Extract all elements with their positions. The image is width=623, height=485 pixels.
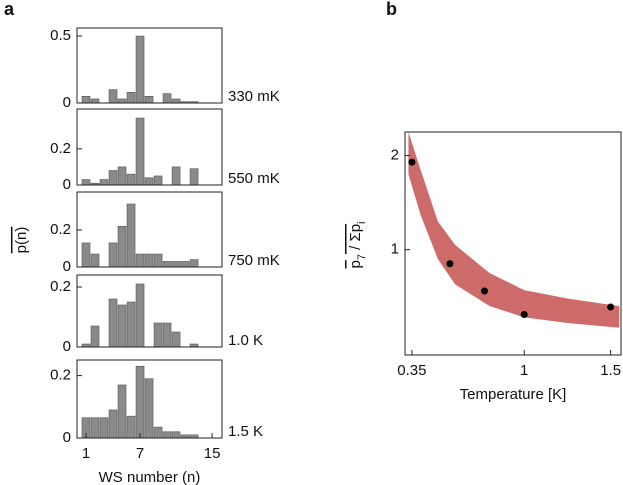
bar (153, 322, 163, 348)
bar (81, 179, 91, 186)
bar (153, 426, 163, 439)
bar (144, 253, 154, 268)
y-tick-label: 0.2 (50, 221, 71, 238)
bar (189, 168, 199, 186)
plot-frame (76, 274, 223, 348)
plot-frame (76, 108, 223, 186)
y-tick-label: 0 (63, 429, 71, 446)
x-tick-label: 15 (204, 445, 221, 462)
y-tick-label: 0.5 (50, 27, 71, 44)
bar (135, 253, 145, 268)
bar (81, 242, 91, 268)
x-tick-label: 1 (82, 445, 90, 462)
x-tick-label: 0.35 (397, 362, 426, 379)
bar (135, 35, 145, 104)
data-point (607, 303, 615, 311)
bar (162, 322, 172, 348)
bar (135, 365, 145, 439)
plot-frame (76, 359, 223, 439)
y-tick-label: 0 (63, 176, 71, 193)
temperature-label: 1.0 K (228, 332, 263, 349)
data-point (520, 311, 528, 319)
y-tick-label: 0 (63, 94, 71, 111)
bar (171, 166, 181, 186)
bar (144, 177, 154, 186)
x-tick-label: 7 (136, 445, 144, 462)
bar (108, 170, 118, 186)
bar (99, 179, 109, 186)
bar (117, 384, 127, 439)
bar (117, 304, 127, 348)
y-tick-label: 1 (391, 241, 399, 258)
bar (180, 261, 190, 268)
bar (162, 431, 172, 439)
bar (144, 96, 154, 104)
y-tick-label: 2 (391, 146, 399, 163)
bar (117, 166, 127, 186)
bar (126, 415, 136, 439)
plot-frame (76, 27, 223, 104)
bar (126, 301, 136, 348)
data-point (480, 287, 488, 295)
bar (108, 298, 118, 348)
bar (108, 89, 118, 104)
bar (99, 417, 109, 439)
panel-label: b (386, 0, 397, 19)
bar (108, 409, 118, 439)
bar (90, 325, 100, 348)
bar (108, 242, 118, 268)
bar (135, 117, 145, 186)
bar (144, 378, 154, 439)
bar (162, 93, 172, 104)
y-label-part: i (356, 221, 368, 223)
temperature-label: 1.5 K (228, 423, 263, 440)
band (408, 132, 620, 328)
bar (90, 98, 100, 104)
bar (171, 431, 181, 439)
panel-label: a (4, 0, 15, 19)
temperature-label: 330 mK (228, 88, 280, 105)
y-axis-label: p(n) (13, 227, 30, 254)
bar (117, 98, 127, 104)
bar (171, 98, 181, 104)
plot-frame (404, 131, 622, 356)
bar (135, 283, 145, 348)
y-label-part: p (347, 260, 364, 268)
data-point (408, 158, 416, 166)
y-tick-label: 0.2 (50, 140, 71, 157)
bar (189, 259, 199, 268)
bar (81, 96, 91, 104)
y-label-part: 7 (356, 254, 368, 260)
bar (117, 225, 127, 268)
y-tick-label: 0.2 (50, 367, 71, 384)
y-axis-label: p7 / Σpi (347, 221, 368, 268)
y-tick-label: 0 (63, 338, 71, 355)
data-point (446, 260, 454, 268)
bar (153, 175, 163, 186)
bar (90, 253, 100, 268)
y-tick-label: 0 (63, 258, 71, 275)
bar (126, 91, 136, 104)
x-axis-label: Temperature [K] (460, 386, 567, 403)
bar (171, 261, 181, 268)
bar (171, 331, 181, 348)
x-tick-label: 1.5 (600, 362, 621, 379)
bar (162, 261, 172, 268)
temperature-label: 750 mK (228, 252, 280, 269)
bar (126, 203, 136, 268)
y-tick-label: 0.2 (50, 278, 71, 295)
temperature-label: 550 mK (228, 170, 280, 187)
bar (153, 253, 163, 268)
x-axis-label: WS number (n) (99, 469, 201, 485)
y-label-part: / Σp (347, 224, 364, 254)
bar (90, 417, 100, 439)
bar (126, 173, 136, 186)
x-tick-label: 1 (520, 362, 528, 379)
